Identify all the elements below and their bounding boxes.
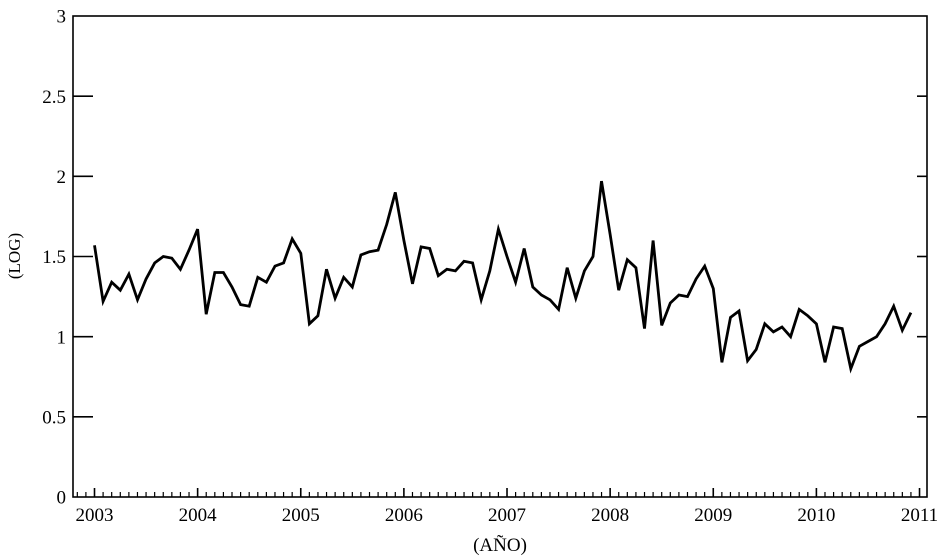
x-axis-ticks — [76, 488, 921, 497]
x-tick-label: 2004 — [179, 505, 218, 526]
x-tick-label: 2009 — [694, 505, 732, 526]
y-tick-label: 2 — [57, 167, 67, 188]
x-tick-label: 2011 — [901, 505, 938, 526]
x-tick-label: 2006 — [385, 505, 423, 526]
y-tick-label: 1 — [57, 327, 67, 348]
y-axis-ticks — [73, 95, 927, 418]
data-line — [93, 180, 913, 374]
x-axis-tick-labels: 2003 2004 2005 2006 2007 2008 2009 2010 2011 — [76, 505, 939, 526]
y-tick-label: 3 — [57, 7, 67, 28]
y-axis-label: (LOG) — [5, 233, 24, 279]
x-axis-label: (AÑO) — [473, 534, 527, 556]
y-tick-label: 0 — [57, 488, 67, 509]
y-axis-tick-labels: 0 0.5 1 1.5 2 2.5 3 — [42, 7, 66, 509]
y-tick-label: 2.5 — [42, 87, 66, 108]
x-tick-label: 2005 — [282, 505, 320, 526]
y-tick-label: 1.5 — [42, 247, 66, 268]
y-tick-label: 0.5 — [42, 407, 66, 428]
x-tick-label: 2007 — [488, 505, 526, 526]
x-tick-label: 2003 — [76, 505, 114, 526]
x-tick-label: 2010 — [797, 505, 835, 526]
x-tick-label: 2008 — [591, 505, 629, 526]
